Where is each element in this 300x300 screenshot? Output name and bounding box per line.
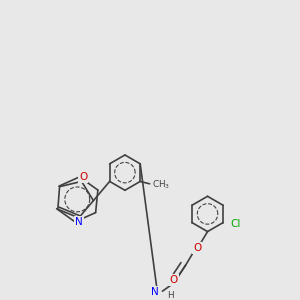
Text: O: O [79, 172, 87, 182]
Text: H: H [167, 291, 174, 300]
Text: O: O [193, 243, 201, 253]
Text: O: O [169, 275, 178, 285]
Text: N: N [76, 217, 83, 227]
Text: CH$_3$: CH$_3$ [152, 178, 170, 190]
Text: Cl: Cl [230, 219, 241, 229]
Text: N: N [151, 287, 159, 297]
